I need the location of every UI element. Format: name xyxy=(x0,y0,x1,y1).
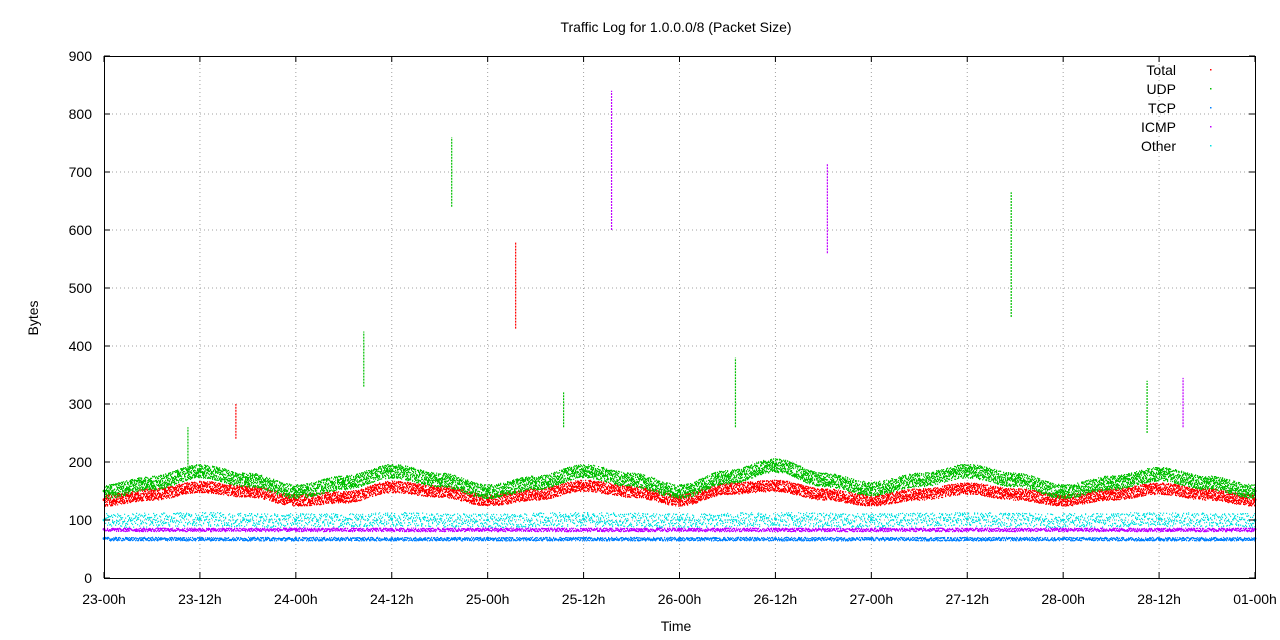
y-tick-label: 100 xyxy=(69,512,93,528)
legend-label: UDP xyxy=(1146,81,1176,97)
legend-label: Total xyxy=(1146,62,1176,78)
x-tick-label: 28-12h xyxy=(1137,591,1181,607)
y-tick-label: 600 xyxy=(69,222,93,238)
x-tick-label: 27-00h xyxy=(850,591,894,607)
legend-label: Other xyxy=(1141,138,1176,154)
x-tick-label: 01-00h xyxy=(1233,591,1277,607)
y-tick-label: 900 xyxy=(69,48,93,64)
y-tick-label: 500 xyxy=(69,280,93,296)
y-tick-label: 400 xyxy=(69,338,93,354)
legend-label: TCP xyxy=(1148,100,1176,116)
x-axis-label: Time xyxy=(661,618,692,634)
scatter-cloud xyxy=(105,458,1256,499)
y-axis-label: Bytes xyxy=(25,300,41,335)
legend: Total UDP TCP ICMP Other xyxy=(1141,62,1212,154)
grid-lines xyxy=(104,56,1255,578)
chart-title: Traffic Log for 1.0.0.0/8 (Packet Size) xyxy=(560,19,791,35)
y-axis: 0 100 200 300 400 500 600 700 800 900 xyxy=(69,48,1255,586)
x-tick-label: 25-00h xyxy=(466,591,510,607)
y-tick-label: 800 xyxy=(69,106,93,122)
x-tick-label: 26-00h xyxy=(658,591,702,607)
spikes xyxy=(187,90,1184,474)
x-tick-label: 26-12h xyxy=(754,591,798,607)
x-tick-label: 27-12h xyxy=(945,591,989,607)
y-tick-label: 700 xyxy=(69,164,93,180)
y-tick-label: 300 xyxy=(69,396,93,412)
scatter-cloud xyxy=(105,479,1256,507)
legend-swatch xyxy=(1210,69,1212,71)
legend-swatch xyxy=(1210,107,1212,109)
data-layer xyxy=(102,90,1257,542)
x-axis: 23-00h 23-12h 24-00h 24-12h 25-00h 25-12h 26-0… xyxy=(82,56,1277,607)
scatter-cloud xyxy=(105,512,1256,529)
scatter-cloud xyxy=(105,536,1256,542)
data-point xyxy=(678,518,681,522)
legend-swatch xyxy=(1210,126,1212,128)
scatter-cloud xyxy=(105,527,1256,533)
x-tick-label: 24-12h xyxy=(370,591,414,607)
y-tick-label: 0 xyxy=(84,570,92,586)
x-tick-label: 23-12h xyxy=(178,591,222,607)
x-tick-label: 28-00h xyxy=(1041,591,1085,607)
y-tick-label: 200 xyxy=(69,454,93,470)
x-tick-label: 23-00h xyxy=(82,591,126,607)
x-tick-label: 24-00h xyxy=(274,591,318,607)
series-other xyxy=(102,512,1257,529)
x-tick-label: 25-12h xyxy=(562,591,606,607)
series-tcp xyxy=(102,536,1257,542)
legend-swatch xyxy=(1210,145,1212,147)
legend-label: ICMP xyxy=(1141,119,1176,135)
series-udp xyxy=(102,458,1257,499)
series-total xyxy=(102,479,1257,507)
series-icmp xyxy=(102,527,1257,533)
legend-swatch xyxy=(1210,88,1212,90)
